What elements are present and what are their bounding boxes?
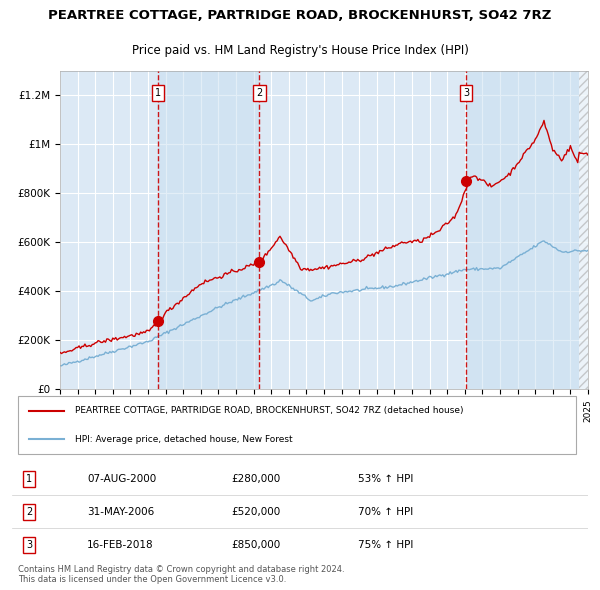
Text: Contains HM Land Registry data © Crown copyright and database right 2024.
This d: Contains HM Land Registry data © Crown c… — [18, 565, 344, 584]
Bar — [579, 71, 588, 389]
Text: 75% ↑ HPI: 75% ↑ HPI — [358, 540, 413, 550]
Text: PEARTREE COTTAGE, PARTRIDGE ROAD, BROCKENHURST, SO42 7RZ: PEARTREE COTTAGE, PARTRIDGE ROAD, BROCKE… — [49, 9, 551, 22]
Bar — [158, 71, 259, 389]
Text: 3: 3 — [463, 88, 469, 98]
Text: 31-MAY-2006: 31-MAY-2006 — [87, 507, 154, 517]
Text: HPI: Average price, detached house, New Forest: HPI: Average price, detached house, New … — [76, 435, 293, 444]
Text: 3: 3 — [26, 540, 32, 550]
Text: 07-AUG-2000: 07-AUG-2000 — [87, 474, 156, 484]
Text: £850,000: £850,000 — [231, 540, 280, 550]
Text: 2: 2 — [256, 88, 263, 98]
Text: PEARTREE COTTAGE, PARTRIDGE ROAD, BROCKENHURST, SO42 7RZ (detached house): PEARTREE COTTAGE, PARTRIDGE ROAD, BROCKE… — [76, 406, 464, 415]
Bar — [466, 71, 588, 389]
FancyBboxPatch shape — [18, 395, 577, 454]
Text: £280,000: £280,000 — [231, 474, 280, 484]
Text: 2: 2 — [26, 507, 32, 517]
Text: 16-FEB-2018: 16-FEB-2018 — [87, 540, 154, 550]
Text: 53% ↑ HPI: 53% ↑ HPI — [358, 474, 413, 484]
Text: £520,000: £520,000 — [231, 507, 280, 517]
Text: 1: 1 — [26, 474, 32, 484]
Text: Price paid vs. HM Land Registry's House Price Index (HPI): Price paid vs. HM Land Registry's House … — [131, 44, 469, 57]
Text: 70% ↑ HPI: 70% ↑ HPI — [358, 507, 413, 517]
Text: 1: 1 — [155, 88, 161, 98]
